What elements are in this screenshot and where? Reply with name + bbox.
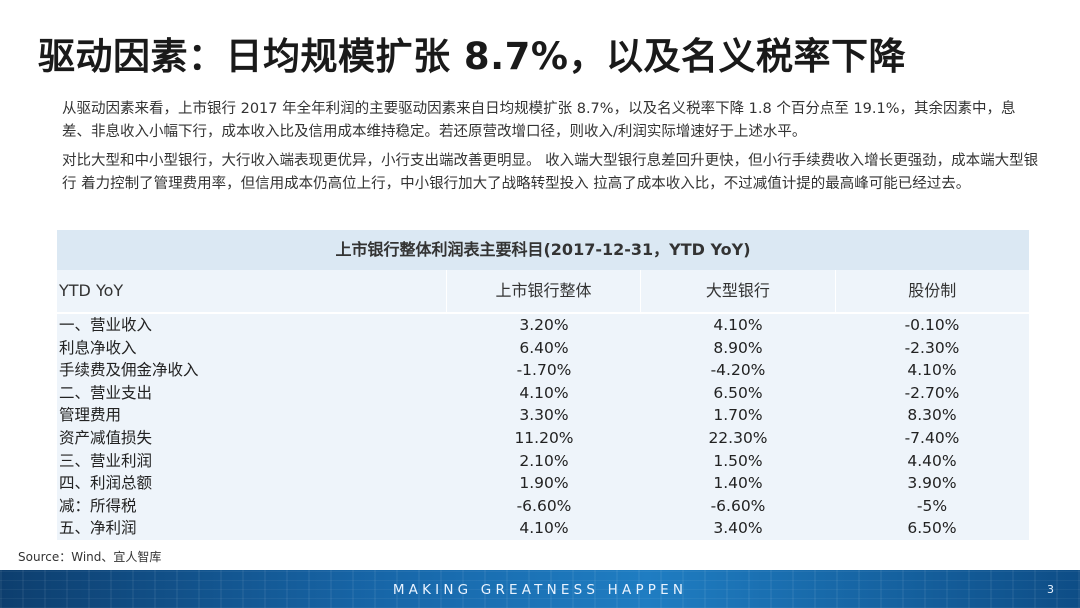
header-listed-banks: 上市银行整体	[445, 270, 640, 312]
table-row: 资产减值损失 11.20% 22.30% -7.40%	[57, 427, 1029, 450]
header-large-banks: 大型银行	[640, 270, 834, 312]
value-joint-stock: 6.50%	[907, 519, 957, 538]
value-large-banks: 1.40%	[713, 474, 763, 493]
table-row: 减：所得税 -6.60% -6.60% -5%	[57, 495, 1029, 518]
footer-banner: MAKING GREATNESS HAPPEN 3	[0, 570, 1080, 608]
table-row: 一、营业收入 3.20% 4.10% -0.10%	[57, 314, 1029, 337]
row-label: 手续费及佣金净收入	[59, 361, 199, 380]
value-large-banks: -6.60%	[710, 496, 766, 515]
value-listed-banks: 2.10%	[519, 451, 569, 470]
value-listed-banks: 1.90%	[519, 474, 569, 493]
header-ytd-yoy: YTD YoY	[59, 281, 124, 300]
row-label: 减：所得税	[59, 496, 137, 515]
value-joint-stock: 8.30%	[907, 406, 957, 425]
value-listed-banks: 3.30%	[519, 406, 569, 425]
row-label: 二、营业支出	[59, 383, 153, 402]
value-listed-banks: 11.20%	[514, 428, 574, 447]
source-note: Source：Wind、宜人智库	[18, 550, 162, 564]
row-label: 五、净利润	[59, 519, 137, 538]
value-joint-stock: 4.40%	[907, 451, 957, 470]
table-row: 三、营业利润 2.10% 1.50% 4.40%	[57, 450, 1029, 473]
value-large-banks: 1.70%	[713, 406, 763, 425]
row-label: 一、营业收入	[59, 316, 153, 334]
value-large-banks: 8.90%	[713, 338, 763, 357]
table-row: 五、净利润 4.10% 3.40% 6.50%	[57, 517, 1029, 540]
value-joint-stock: -2.30%	[904, 338, 960, 357]
value-joint-stock: -5%	[916, 496, 948, 515]
table-row: 二、营业支出 4.10% 6.50% -2.70%	[57, 382, 1029, 405]
row-label: 三、营业利润	[59, 451, 153, 470]
paragraph-drivers: 从驱动因素来看，上市银行 2017 年全年利润的主要驱动因素来自日均规模扩张 8…	[62, 101, 1016, 140]
value-joint-stock: -7.40%	[904, 428, 960, 447]
row-label: 管理费用	[59, 406, 122, 425]
page-number: 3	[1047, 583, 1054, 596]
value-listed-banks: 6.40%	[519, 338, 569, 357]
table-caption: 上市银行整体利润表主要科目(2017-12-31，YTD YoY)	[57, 230, 1029, 270]
value-large-banks: 1.50%	[713, 451, 763, 470]
value-large-banks: -4.20%	[710, 361, 766, 380]
value-listed-banks: -6.60%	[516, 496, 572, 515]
table-row: 手续费及佣金净收入 -1.70% -4.20% 4.10%	[57, 359, 1029, 382]
table-body: 一、营业收入 3.20% 4.10% -0.10% 利息净收入 6.40% 8.90% -2.…	[57, 314, 1029, 540]
value-listed-banks: 3.20%	[519, 316, 569, 334]
row-label: 四、利润总额	[59, 474, 153, 493]
paragraph-comparison: 对比大型和中小型银行，大行收入端表现更优异，小行支出端改善更明显。 收入端大型银…	[62, 153, 1039, 192]
value-listed-banks: 4.10%	[519, 519, 569, 538]
row-label: 资产减值损失	[59, 428, 153, 447]
footer-slogan: MAKING GREATNESS HAPPEN	[392, 582, 688, 598]
income-statement-table: 上市银行整体利润表主要科目(2017-12-31，YTD YoY) YTD Yo…	[57, 230, 1029, 540]
table-header-row: YTD YoY 上市银行整体 大型银行 股份制	[57, 270, 1029, 314]
page-title: 驱动因素：日均规模扩张 8.7%，以及名义税率下降	[38, 35, 906, 78]
value-large-banks: 22.30%	[708, 428, 768, 447]
table-row: 四、利润总额 1.90% 1.40% 3.90%	[57, 472, 1029, 495]
value-listed-banks: -1.70%	[516, 361, 572, 380]
row-label: 利息净收入	[59, 338, 137, 357]
value-large-banks: 3.40%	[713, 519, 763, 538]
header-joint-stock: 股份制	[834, 270, 1029, 312]
value-joint-stock: -2.70%	[904, 383, 960, 402]
value-joint-stock: 4.10%	[907, 361, 957, 380]
value-large-banks: 6.50%	[713, 383, 763, 402]
value-listed-banks: 4.10%	[519, 383, 569, 402]
table-row: 管理费用 3.30% 1.70% 8.30%	[57, 404, 1029, 427]
value-joint-stock: -0.10%	[904, 316, 960, 334]
table-row: 利息净收入 6.40% 8.90% -2.30%	[57, 337, 1029, 360]
value-joint-stock: 3.90%	[907, 474, 957, 493]
value-large-banks: 4.10%	[713, 316, 763, 334]
